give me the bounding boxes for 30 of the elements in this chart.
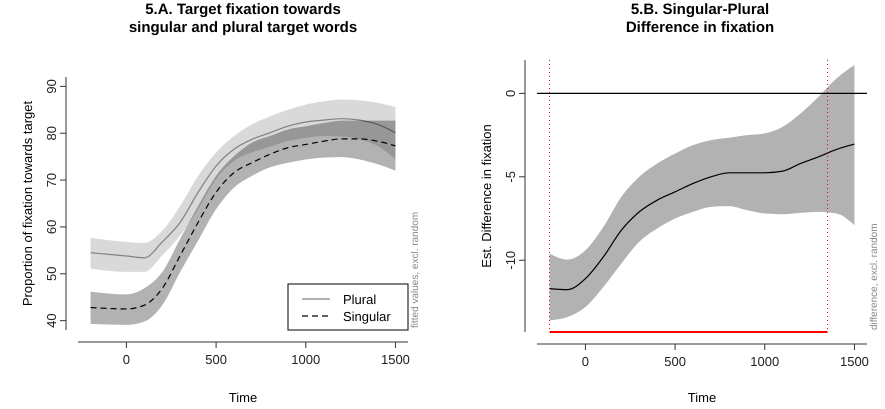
y-tick-label: 50 xyxy=(44,266,59,282)
y-axis-title: Proportion of fixation towards target xyxy=(20,100,35,306)
x-axis-title: Time xyxy=(228,390,258,405)
y-tick-label: 40 xyxy=(44,313,59,328)
line-series xyxy=(90,118,396,258)
y-tick-label: 60 xyxy=(44,220,59,234)
y-tick-label: 0 xyxy=(503,90,518,97)
y-tick-label: 90 xyxy=(44,79,59,94)
chart-title: 5.A. Target fixation towards singular and plural target words xyxy=(128,1,358,36)
x-tick-label: 1000 xyxy=(291,352,320,367)
line-series xyxy=(548,144,856,290)
legend-label: Singular xyxy=(343,309,392,324)
x-tick-label: 0 xyxy=(582,354,590,369)
x-tick-label: 1500 xyxy=(840,354,869,369)
y-tick-label: -10 xyxy=(503,250,518,270)
x-tick-label: 500 xyxy=(205,352,227,367)
y-tick-label: 70 xyxy=(44,172,59,188)
text: difference, excl. random xyxy=(869,223,880,330)
line-series xyxy=(90,138,396,310)
legend-label: Plural xyxy=(343,292,376,307)
x-tick-label: 1000 xyxy=(750,354,780,369)
x-tick-label: 0 xyxy=(122,352,130,367)
y-tick-label: -5 xyxy=(503,171,518,183)
y-axis-title: Est. Difference in fixation xyxy=(479,124,494,268)
y-tick-label: 80 xyxy=(44,126,59,140)
text: fitted values, excl. random xyxy=(410,212,421,328)
x-axis-title: Time xyxy=(688,390,716,405)
x-tick-label: 1500 xyxy=(380,352,410,367)
chart-title: 5.B. Singular-Plural Difference in fixation xyxy=(626,1,774,36)
x-tick-label: 500 xyxy=(664,354,686,369)
